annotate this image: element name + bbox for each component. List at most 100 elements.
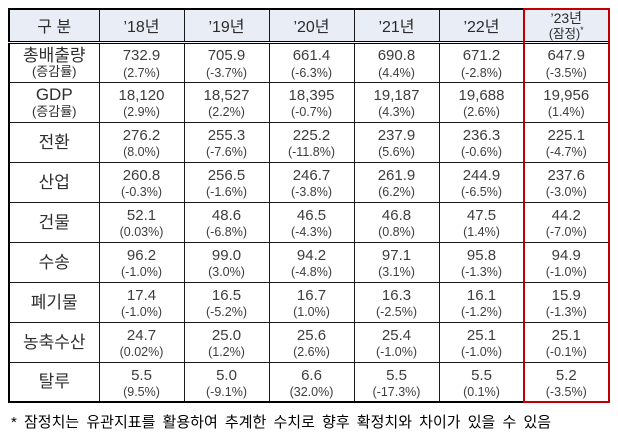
value-cell: 6.6 (32.0%): [268, 361, 355, 403]
value-number: 96.2: [126, 246, 157, 264]
footnote-mark: *: [580, 24, 584, 35]
value-percent-change: (2.2%): [208, 105, 245, 120]
value-cell: 18,395 (-0.7%): [268, 81, 355, 123]
value-number: 16.1: [466, 286, 497, 304]
value-cell: 705.9 (-3.7%): [183, 41, 270, 83]
column-header-2019: ’19년: [183, 8, 270, 44]
value-number: 18,395: [288, 86, 335, 104]
value-cell: 276.2 (8.0%): [98, 121, 185, 163]
row-label-text: 총배출량: [22, 45, 86, 65]
emissions-table-container: 구 분 ’18년 ’19년 ’20년 ’21년 ’22년 ’23년 (잠정)* …: [8, 8, 610, 404]
value-percent-change: (-4.7%): [545, 145, 587, 160]
header-row: 구 분 ’18년 ’19년 ’20년 ’21년 ’22년 ’23년 (잠정)*: [8, 8, 610, 44]
value-percent-change: (-6.8%): [206, 225, 247, 240]
row-industry: 산업 260.8 (-0.3%) 256.5 (-1.6%) 246.7 (-3.8%) 26…: [8, 161, 610, 203]
value-cell: 17.4 (-1.0%): [98, 281, 185, 323]
table-body: 총배출량 (증감률) 732.9 (2.7%) 705.9 (-3.7%) 661.4 (-6…: [8, 41, 610, 403]
value-percent-change: (-6.5%): [461, 185, 502, 200]
value-number: 705.9: [207, 47, 246, 65]
value-number: 97.1: [381, 246, 412, 264]
value-percent-change: (-1.0%): [376, 345, 417, 360]
value-percent-change: (-1.0%): [121, 305, 162, 320]
value-number: 47.5: [466, 206, 497, 224]
value-cell: 18,120 (2.9%): [98, 81, 185, 123]
value-number: 237.6: [547, 166, 586, 184]
value-cell: 46.8 (0.8%): [353, 201, 440, 243]
value-cell: 19,688 (2.6%): [438, 81, 525, 123]
row-label-text: 폐기물: [30, 292, 78, 312]
value-number: 5.2: [555, 366, 577, 384]
value-cell: 16.1 (-1.2%): [438, 281, 525, 323]
value-number: 95.8: [466, 246, 497, 264]
value-cell: 25.4 (-1.0%): [353, 321, 440, 363]
column-header-2023-provisional: ’23년 (잠정)*: [523, 8, 610, 44]
value-cell: 46.5 (-4.3%): [268, 201, 355, 243]
column-header-2022: ’22년: [438, 8, 525, 44]
value-cell: 16.5 (-5.2%): [183, 281, 270, 323]
value-cell: 671.2 (-2.8%): [438, 41, 525, 83]
value-number: 690.8: [377, 47, 416, 65]
value-cell: 94.2 (-4.8%): [268, 241, 355, 283]
value-cell: 25.6 (2.6%): [268, 321, 355, 363]
value-number: 94.9: [551, 246, 581, 264]
value-percent-change: (1.0%): [293, 305, 330, 320]
value-percent-change: (-3.7%): [206, 65, 247, 80]
value-percent-change: (-0.3%): [121, 185, 162, 200]
value-percent-change: (-1.3%): [545, 305, 587, 320]
value-number: 25.1: [466, 326, 497, 344]
value-cell: 48.6 (-6.8%): [183, 201, 270, 243]
value-number: 246.7: [292, 166, 331, 184]
row-conversion: 전환 276.2 (8.0%) 255.3 (-7.6%) 225.2 (-11.8%) 23…: [8, 121, 610, 163]
row-agriculture-fisheries: 농축수산 24.7 (0.02%) 25.0 (1.2%) 25.6 (2.6%) 25.4(…: [8, 321, 610, 363]
value-number: 24.7: [126, 326, 157, 344]
value-number: 94.2: [296, 246, 327, 264]
value-cell: 5.5 (9.5%): [98, 361, 185, 403]
table-header: 구 분 ’18년 ’19년 ’20년 ’21년 ’22년 ’23년 (잠정)*: [8, 8, 610, 44]
value-percent-change: (4.3%): [378, 105, 415, 120]
value-number: 237.9: [377, 126, 416, 144]
value-number: 25.0: [211, 326, 242, 344]
value-cell: 94.9 (-1.0%): [523, 241, 610, 283]
value-percent-change: (-9.1%): [206, 385, 247, 400]
value-number: 46.5: [296, 206, 327, 224]
row-label: 수송: [8, 241, 100, 283]
value-cell: 225.2 (-11.8%): [268, 121, 355, 163]
row-label: 폐기물: [8, 281, 100, 323]
value-cell: 19,956 (1.4%): [523, 81, 610, 123]
value-cell: 52.1 (0.03%): [98, 201, 185, 243]
row-gdp: GDP (증감률) 18,120 (2.9%) 18,527 (2.2%) 18,395 (-…: [8, 81, 610, 123]
value-cell: 246.7 (-3.8%): [268, 161, 355, 203]
value-cell: 25.1 (-0.1%): [523, 321, 610, 363]
value-cell: 237.9 (5.6%): [353, 121, 440, 163]
value-percent-change: (-0.1%): [545, 345, 587, 360]
value-cell: 99.0 (3.0%): [183, 241, 270, 283]
value-number: 52.1: [126, 206, 157, 224]
value-number: 732.9: [122, 47, 161, 65]
value-cell: 261.9 (6.2%): [353, 161, 440, 203]
value-cell: 5.5 (0.1%): [438, 361, 525, 403]
value-percent-change: (-7.6%): [206, 145, 247, 160]
row-buildings: 건물 52.1 (0.03%) 48.6 (-6.8%) 46.5 (-4.3%) 46.8(…: [8, 201, 610, 243]
row-label-text: GDP: [35, 85, 73, 105]
row-label-text: 농축수산: [22, 332, 86, 352]
value-percent-change: (8.0%): [123, 145, 160, 160]
row-label: 전환: [8, 121, 100, 163]
value-cell: 244.9 (-6.5%): [438, 161, 525, 203]
value-percent-change: (32.0%): [289, 385, 334, 400]
row-sublabel-text: (증감률): [31, 64, 77, 80]
row-waste: 폐기물 17.4 (-1.0%) 16.5 (-5.2%) 16.7 (1.0%) 16.3(…: [8, 281, 610, 323]
value-cell: 16.3 (-2.5%): [353, 281, 440, 323]
value-cell: 690.8 (4.4%): [353, 41, 440, 83]
value-percent-change: (1.2%): [208, 345, 245, 360]
value-number: 260.8: [122, 166, 161, 184]
value-cell: 732.9 (2.7%): [98, 41, 185, 83]
value-percent-change: (0.8%): [378, 225, 415, 240]
value-cell: 15.9 (-1.3%): [523, 281, 610, 323]
value-percent-change: (-1.0%): [545, 265, 587, 280]
value-number: 261.9: [377, 166, 416, 184]
value-number: 5.5: [471, 366, 492, 384]
value-number: 25.6: [296, 326, 327, 344]
value-cell: 5.2 (-3.5%): [523, 361, 610, 403]
value-percent-change: (-1.6%): [206, 185, 247, 200]
value-cell: 25.1 (-1.0%): [438, 321, 525, 363]
